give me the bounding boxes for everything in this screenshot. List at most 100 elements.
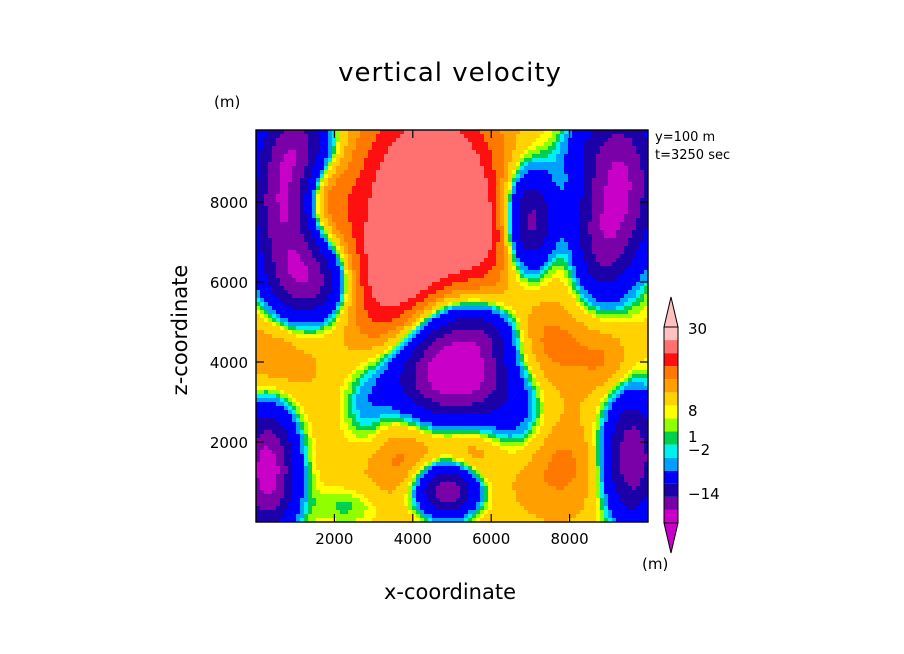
field-cell — [480, 302, 485, 307]
field-cell — [260, 166, 265, 171]
field-cell — [604, 282, 609, 287]
field-cell — [380, 258, 385, 263]
field-cell — [636, 206, 641, 211]
field-cell — [640, 130, 645, 135]
field-cell — [384, 242, 389, 247]
field-cell — [304, 202, 309, 207]
field-cell — [640, 134, 645, 139]
field-cell — [512, 202, 517, 207]
field-cell — [456, 178, 461, 183]
field-cell — [516, 294, 521, 299]
field-cell — [364, 146, 369, 151]
field-cell — [384, 250, 389, 255]
field-cell — [636, 322, 641, 327]
field-cell — [592, 146, 597, 151]
field-cell — [580, 298, 585, 303]
field-cell — [468, 266, 473, 271]
field-cell — [284, 226, 289, 231]
field-cell — [292, 266, 297, 271]
field-cell — [304, 174, 309, 179]
field-cell — [440, 218, 445, 223]
field-cell — [256, 210, 261, 215]
field-cell — [572, 218, 577, 223]
field-cell — [612, 134, 617, 139]
field-cell — [644, 326, 648, 331]
field-cell — [616, 254, 621, 259]
field-cell — [468, 170, 473, 175]
field-cell — [636, 266, 641, 271]
field-cell — [304, 178, 309, 183]
field-cell — [416, 290, 421, 295]
field-cell — [484, 226, 489, 231]
field-cell — [276, 278, 281, 283]
field-cell — [384, 274, 389, 279]
field-cell — [644, 262, 648, 267]
field-cell — [584, 282, 589, 287]
field-cell — [320, 198, 325, 203]
field-cell — [304, 326, 309, 331]
field-cell — [444, 282, 449, 287]
field-cell — [272, 330, 277, 335]
field-cell — [296, 310, 301, 315]
field-cell — [416, 286, 421, 291]
field-cell — [412, 262, 417, 267]
field-cell — [432, 130, 437, 135]
field-cell — [408, 190, 413, 195]
field-cell — [380, 210, 385, 215]
field-cell — [392, 234, 397, 239]
field-cell — [296, 286, 301, 291]
field-cell — [396, 186, 401, 191]
field-cell — [620, 190, 625, 195]
field-cell — [572, 322, 577, 327]
field-cell — [284, 234, 289, 239]
field-cell — [600, 246, 605, 251]
field-cell — [524, 174, 529, 179]
field-cell — [320, 270, 325, 275]
field-cell — [280, 258, 285, 263]
field-cell — [384, 206, 389, 211]
field-cell — [416, 194, 421, 199]
field-cell — [392, 258, 397, 263]
field-cell — [308, 182, 313, 187]
field-cell — [312, 142, 317, 147]
field-cell — [640, 322, 645, 327]
field-cell — [628, 274, 633, 279]
field-cell — [428, 274, 433, 279]
field-cell — [432, 142, 437, 147]
field-cell — [516, 162, 521, 167]
field-cell — [516, 166, 521, 171]
field-cell — [576, 254, 581, 259]
field-cell — [272, 198, 277, 203]
field-cell — [632, 238, 637, 243]
field-cell — [472, 318, 477, 323]
field-cell — [368, 266, 373, 271]
field-cell — [444, 130, 449, 135]
field-cell — [388, 254, 393, 259]
field-cell — [336, 222, 341, 227]
field-cell — [296, 174, 301, 179]
field-cell — [384, 306, 389, 311]
field-cell — [464, 158, 469, 163]
field-cell — [616, 270, 621, 275]
field-cell — [460, 218, 465, 223]
field-cell — [364, 310, 369, 315]
field-cell — [312, 182, 317, 187]
field-cell — [536, 306, 541, 311]
field-cell — [480, 266, 485, 271]
field-cell — [552, 250, 557, 255]
field-cell — [520, 326, 525, 331]
field-cell — [352, 210, 357, 215]
field-cell — [592, 250, 597, 255]
field-cell — [480, 278, 485, 283]
field-cell — [528, 166, 533, 171]
field-cell — [404, 130, 409, 135]
field-cell — [428, 194, 433, 199]
field-cell — [476, 270, 481, 275]
field-cell — [272, 254, 277, 259]
field-cell — [324, 182, 329, 187]
field-cell — [384, 318, 389, 323]
field-cell — [564, 270, 569, 275]
field-cell — [456, 142, 461, 147]
field-cell — [548, 318, 553, 323]
field-cell — [464, 322, 469, 327]
